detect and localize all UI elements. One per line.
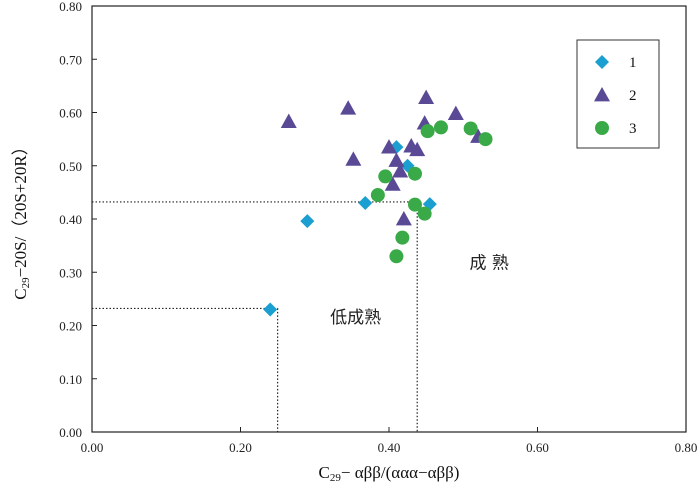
- data-point-series-3: [378, 169, 393, 184]
- y-tick-label: 0.10: [59, 372, 82, 387]
- y-tick-label: 0.20: [59, 319, 82, 334]
- y-tick-label: 0.50: [59, 159, 82, 174]
- data-point-series-3: [433, 120, 448, 135]
- data-point-series-3: [478, 132, 493, 147]
- data-point-series-1: [300, 214, 315, 229]
- data-point-series-2: [280, 113, 297, 128]
- data-point-series-3: [395, 230, 410, 245]
- y-tick-label: 0.30: [59, 265, 82, 280]
- legend-box: [576, 39, 660, 149]
- x-tick-label: 0.80: [675, 440, 698, 455]
- y-tick-label: 0.00: [59, 425, 82, 440]
- legend: 1 2 3: [576, 39, 660, 149]
- annotations: 低成熟 成 熟: [330, 253, 509, 328]
- reference-line: [92, 307, 279, 432]
- x-axis-title: C29− αββ/(ααα−αββ): [319, 463, 460, 484]
- legend-marker-2: [594, 87, 610, 102]
- data-point-series-3: [420, 124, 435, 139]
- y-tick-label: 0.60: [59, 106, 82, 121]
- x-tick-label: 0.00: [81, 440, 104, 455]
- legend-marker-1: [595, 55, 609, 69]
- data-point-series-2: [381, 139, 397, 154]
- y-tick-label: 0.40: [59, 212, 82, 227]
- data-point-series-3: [407, 197, 422, 212]
- data-point-series-2: [345, 151, 362, 166]
- x-tick-label: 0.60: [526, 440, 549, 455]
- data-point-series-3: [389, 249, 404, 264]
- x-tick-label: 0.40: [378, 440, 401, 455]
- data-point-series-2: [395, 211, 412, 226]
- series-layer: [263, 89, 493, 317]
- legend-label-1: 1: [629, 55, 637, 71]
- data-point-series-2: [340, 100, 357, 115]
- data-point-series-2: [384, 176, 401, 191]
- x-tick-label: 0.20: [229, 440, 252, 455]
- y-axis-ticks: 0.00 0.10 0.20 0.30 0.40 0.50 0.60 0.70 0.80: [59, 0, 97, 440]
- data-point-series-1: [263, 302, 278, 317]
- region-label: 低成熟: [330, 307, 381, 328]
- data-point-series-2: [447, 105, 464, 120]
- data-point-series-3: [463, 121, 478, 136]
- data-point-series-2: [388, 152, 405, 167]
- region-label: 成 熟: [470, 253, 509, 274]
- y-axis-title: C29−20S/（20S+20R）: [11, 138, 32, 300]
- reference-lines: [92, 201, 418, 432]
- data-point-series-1: [358, 196, 373, 211]
- data-point-series-2: [409, 141, 426, 157]
- x-axis-ticks: 0.00 0.20 0.40 0.60 0.80: [81, 427, 698, 455]
- data-point-series-2: [392, 163, 409, 178]
- y-tick-label: 0.80: [59, 0, 82, 14]
- legend-marker-3: [595, 121, 609, 135]
- data-point-series-3: [417, 206, 432, 221]
- legend-label-3: 3: [629, 121, 637, 137]
- data-point-series-2: [418, 89, 435, 104]
- data-point-series-3: [407, 166, 422, 181]
- legend-label-2: 2: [629, 88, 637, 104]
- y-tick-label: 0.70: [59, 52, 82, 67]
- data-point-series-3: [370, 188, 385, 203]
